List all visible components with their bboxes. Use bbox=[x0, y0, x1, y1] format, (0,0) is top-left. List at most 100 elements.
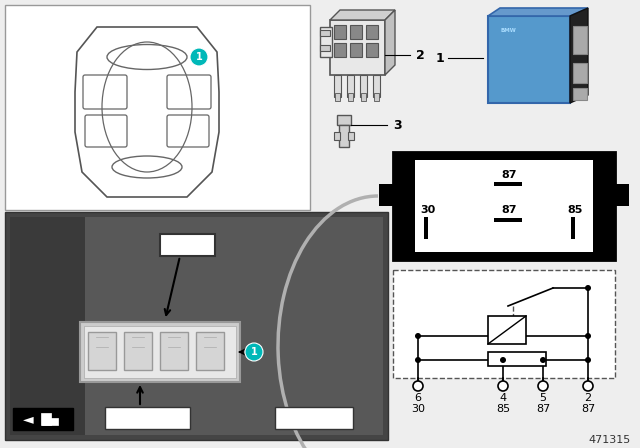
FancyBboxPatch shape bbox=[167, 115, 209, 147]
Circle shape bbox=[585, 333, 591, 339]
Bar bbox=[160, 332, 188, 370]
Bar bbox=[320, 27, 332, 57]
Circle shape bbox=[583, 381, 593, 391]
Bar bbox=[320, 30, 330, 36]
Bar bbox=[488, 16, 570, 103]
Circle shape bbox=[413, 381, 423, 391]
Bar bbox=[275, 407, 353, 429]
Bar bbox=[494, 182, 522, 186]
Text: K135: K135 bbox=[169, 238, 205, 251]
Bar bbox=[10, 217, 85, 435]
Bar bbox=[494, 218, 522, 222]
Text: 87: 87 bbox=[581, 404, 595, 414]
Text: 87: 87 bbox=[536, 404, 550, 414]
PathPatch shape bbox=[330, 10, 395, 20]
Circle shape bbox=[498, 381, 508, 391]
PathPatch shape bbox=[385, 10, 395, 75]
Bar bbox=[5, 5, 310, 210]
Bar bbox=[393, 152, 615, 260]
Bar bbox=[379, 184, 393, 206]
Bar bbox=[573, 88, 587, 100]
Bar bbox=[488, 316, 526, 344]
Text: 87: 87 bbox=[501, 170, 516, 180]
Circle shape bbox=[245, 343, 263, 361]
Text: 3: 3 bbox=[393, 119, 402, 132]
Bar bbox=[124, 332, 152, 370]
Text: X10663: X10663 bbox=[124, 413, 171, 423]
Circle shape bbox=[415, 357, 421, 363]
Bar bbox=[348, 132, 354, 140]
Text: 471315: 471315 bbox=[589, 435, 631, 445]
Bar bbox=[374, 93, 379, 101]
Bar bbox=[334, 132, 340, 140]
Bar bbox=[13, 408, 73, 430]
Bar bbox=[571, 217, 575, 239]
Bar bbox=[348, 93, 353, 101]
PathPatch shape bbox=[570, 8, 588, 103]
Text: 1: 1 bbox=[196, 52, 202, 62]
Bar bbox=[88, 332, 116, 370]
Circle shape bbox=[538, 381, 548, 391]
Bar bbox=[360, 75, 367, 97]
Bar bbox=[488, 352, 546, 366]
Bar bbox=[80, 322, 240, 382]
Bar bbox=[373, 75, 380, 97]
Bar bbox=[335, 93, 340, 101]
Ellipse shape bbox=[107, 44, 187, 69]
Circle shape bbox=[415, 333, 421, 339]
PathPatch shape bbox=[488, 8, 588, 16]
Bar bbox=[350, 25, 362, 39]
Circle shape bbox=[540, 357, 546, 363]
Text: 30: 30 bbox=[420, 205, 436, 215]
Bar bbox=[320, 45, 330, 51]
Bar bbox=[5, 212, 388, 440]
Bar bbox=[424, 217, 428, 239]
Bar bbox=[196, 332, 224, 370]
Bar bbox=[573, 63, 587, 83]
Text: BMW: BMW bbox=[500, 27, 516, 33]
Text: 85: 85 bbox=[496, 404, 510, 414]
Text: 85: 85 bbox=[567, 205, 582, 215]
Text: 1: 1 bbox=[436, 52, 444, 65]
FancyBboxPatch shape bbox=[83, 75, 127, 109]
Bar bbox=[393, 270, 615, 378]
Bar bbox=[42, 418, 58, 425]
Bar bbox=[573, 26, 587, 54]
Bar bbox=[347, 75, 354, 97]
Bar bbox=[334, 43, 346, 57]
Text: 2: 2 bbox=[416, 48, 425, 61]
Bar bbox=[41, 413, 51, 425]
Bar bbox=[334, 75, 341, 97]
Bar bbox=[366, 25, 378, 39]
FancyBboxPatch shape bbox=[167, 75, 211, 109]
Bar bbox=[105, 407, 190, 429]
Text: 5: 5 bbox=[540, 393, 547, 403]
Bar bbox=[615, 184, 629, 206]
Circle shape bbox=[190, 48, 208, 66]
Circle shape bbox=[585, 357, 591, 363]
Circle shape bbox=[500, 357, 506, 363]
Bar bbox=[361, 93, 366, 101]
Text: 4: 4 bbox=[499, 393, 507, 403]
Text: ◄: ◄ bbox=[22, 412, 33, 426]
Bar bbox=[84, 326, 236, 378]
Bar bbox=[330, 20, 385, 75]
Text: 6: 6 bbox=[415, 393, 422, 403]
Bar bbox=[160, 234, 215, 256]
Text: 30: 30 bbox=[411, 404, 425, 414]
Bar bbox=[350, 43, 362, 57]
Bar bbox=[366, 43, 378, 57]
Text: 1: 1 bbox=[251, 347, 257, 357]
Text: 2: 2 bbox=[584, 393, 591, 403]
Bar bbox=[334, 25, 346, 39]
FancyBboxPatch shape bbox=[85, 115, 127, 147]
Bar bbox=[339, 125, 349, 147]
Bar bbox=[337, 115, 351, 125]
Bar bbox=[415, 160, 593, 252]
PathPatch shape bbox=[75, 27, 219, 197]
Ellipse shape bbox=[112, 156, 182, 178]
Text: 87: 87 bbox=[501, 205, 516, 215]
Circle shape bbox=[585, 285, 591, 291]
Text: 154063: 154063 bbox=[291, 413, 337, 423]
Bar bbox=[10, 217, 383, 435]
